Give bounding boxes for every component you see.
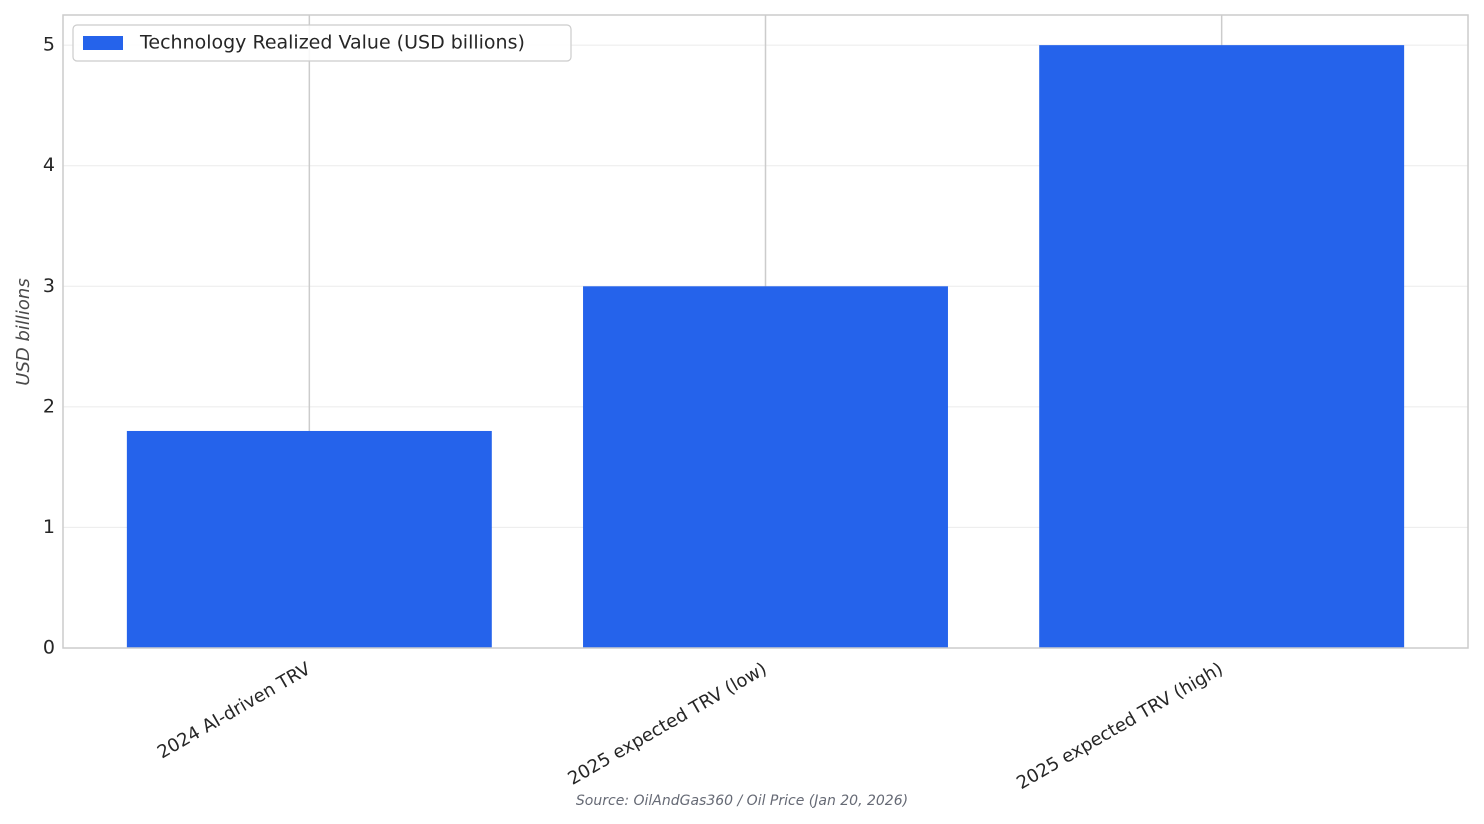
plot-frame xyxy=(62,14,1469,649)
x-tick-label: 2024 AI-driven TRV xyxy=(154,658,315,763)
y-tick-label: 4 xyxy=(43,154,55,176)
source-note: Source: OilAndGas360 / Oil Price (Jan 20… xyxy=(576,793,908,809)
legend-label: Technology Realized Value (USD billions) xyxy=(139,32,525,54)
bar xyxy=(583,286,948,648)
bar xyxy=(1039,45,1405,648)
x-tick-label: 2025 expected TRV (high) xyxy=(1013,658,1227,793)
legend-box xyxy=(72,24,572,62)
y-tick-label: 3 xyxy=(43,275,55,297)
x-tick-label: 2025 expected TRV (low) xyxy=(564,658,770,789)
y-tick-label: 5 xyxy=(43,34,55,56)
legend-swatch xyxy=(83,36,123,50)
bar xyxy=(126,430,492,648)
y-axis-label: USD billions xyxy=(13,278,34,385)
y-tick-label: 1 xyxy=(43,516,55,538)
y-tick-label: 0 xyxy=(43,637,55,659)
y-tick-label: 2 xyxy=(43,395,55,417)
